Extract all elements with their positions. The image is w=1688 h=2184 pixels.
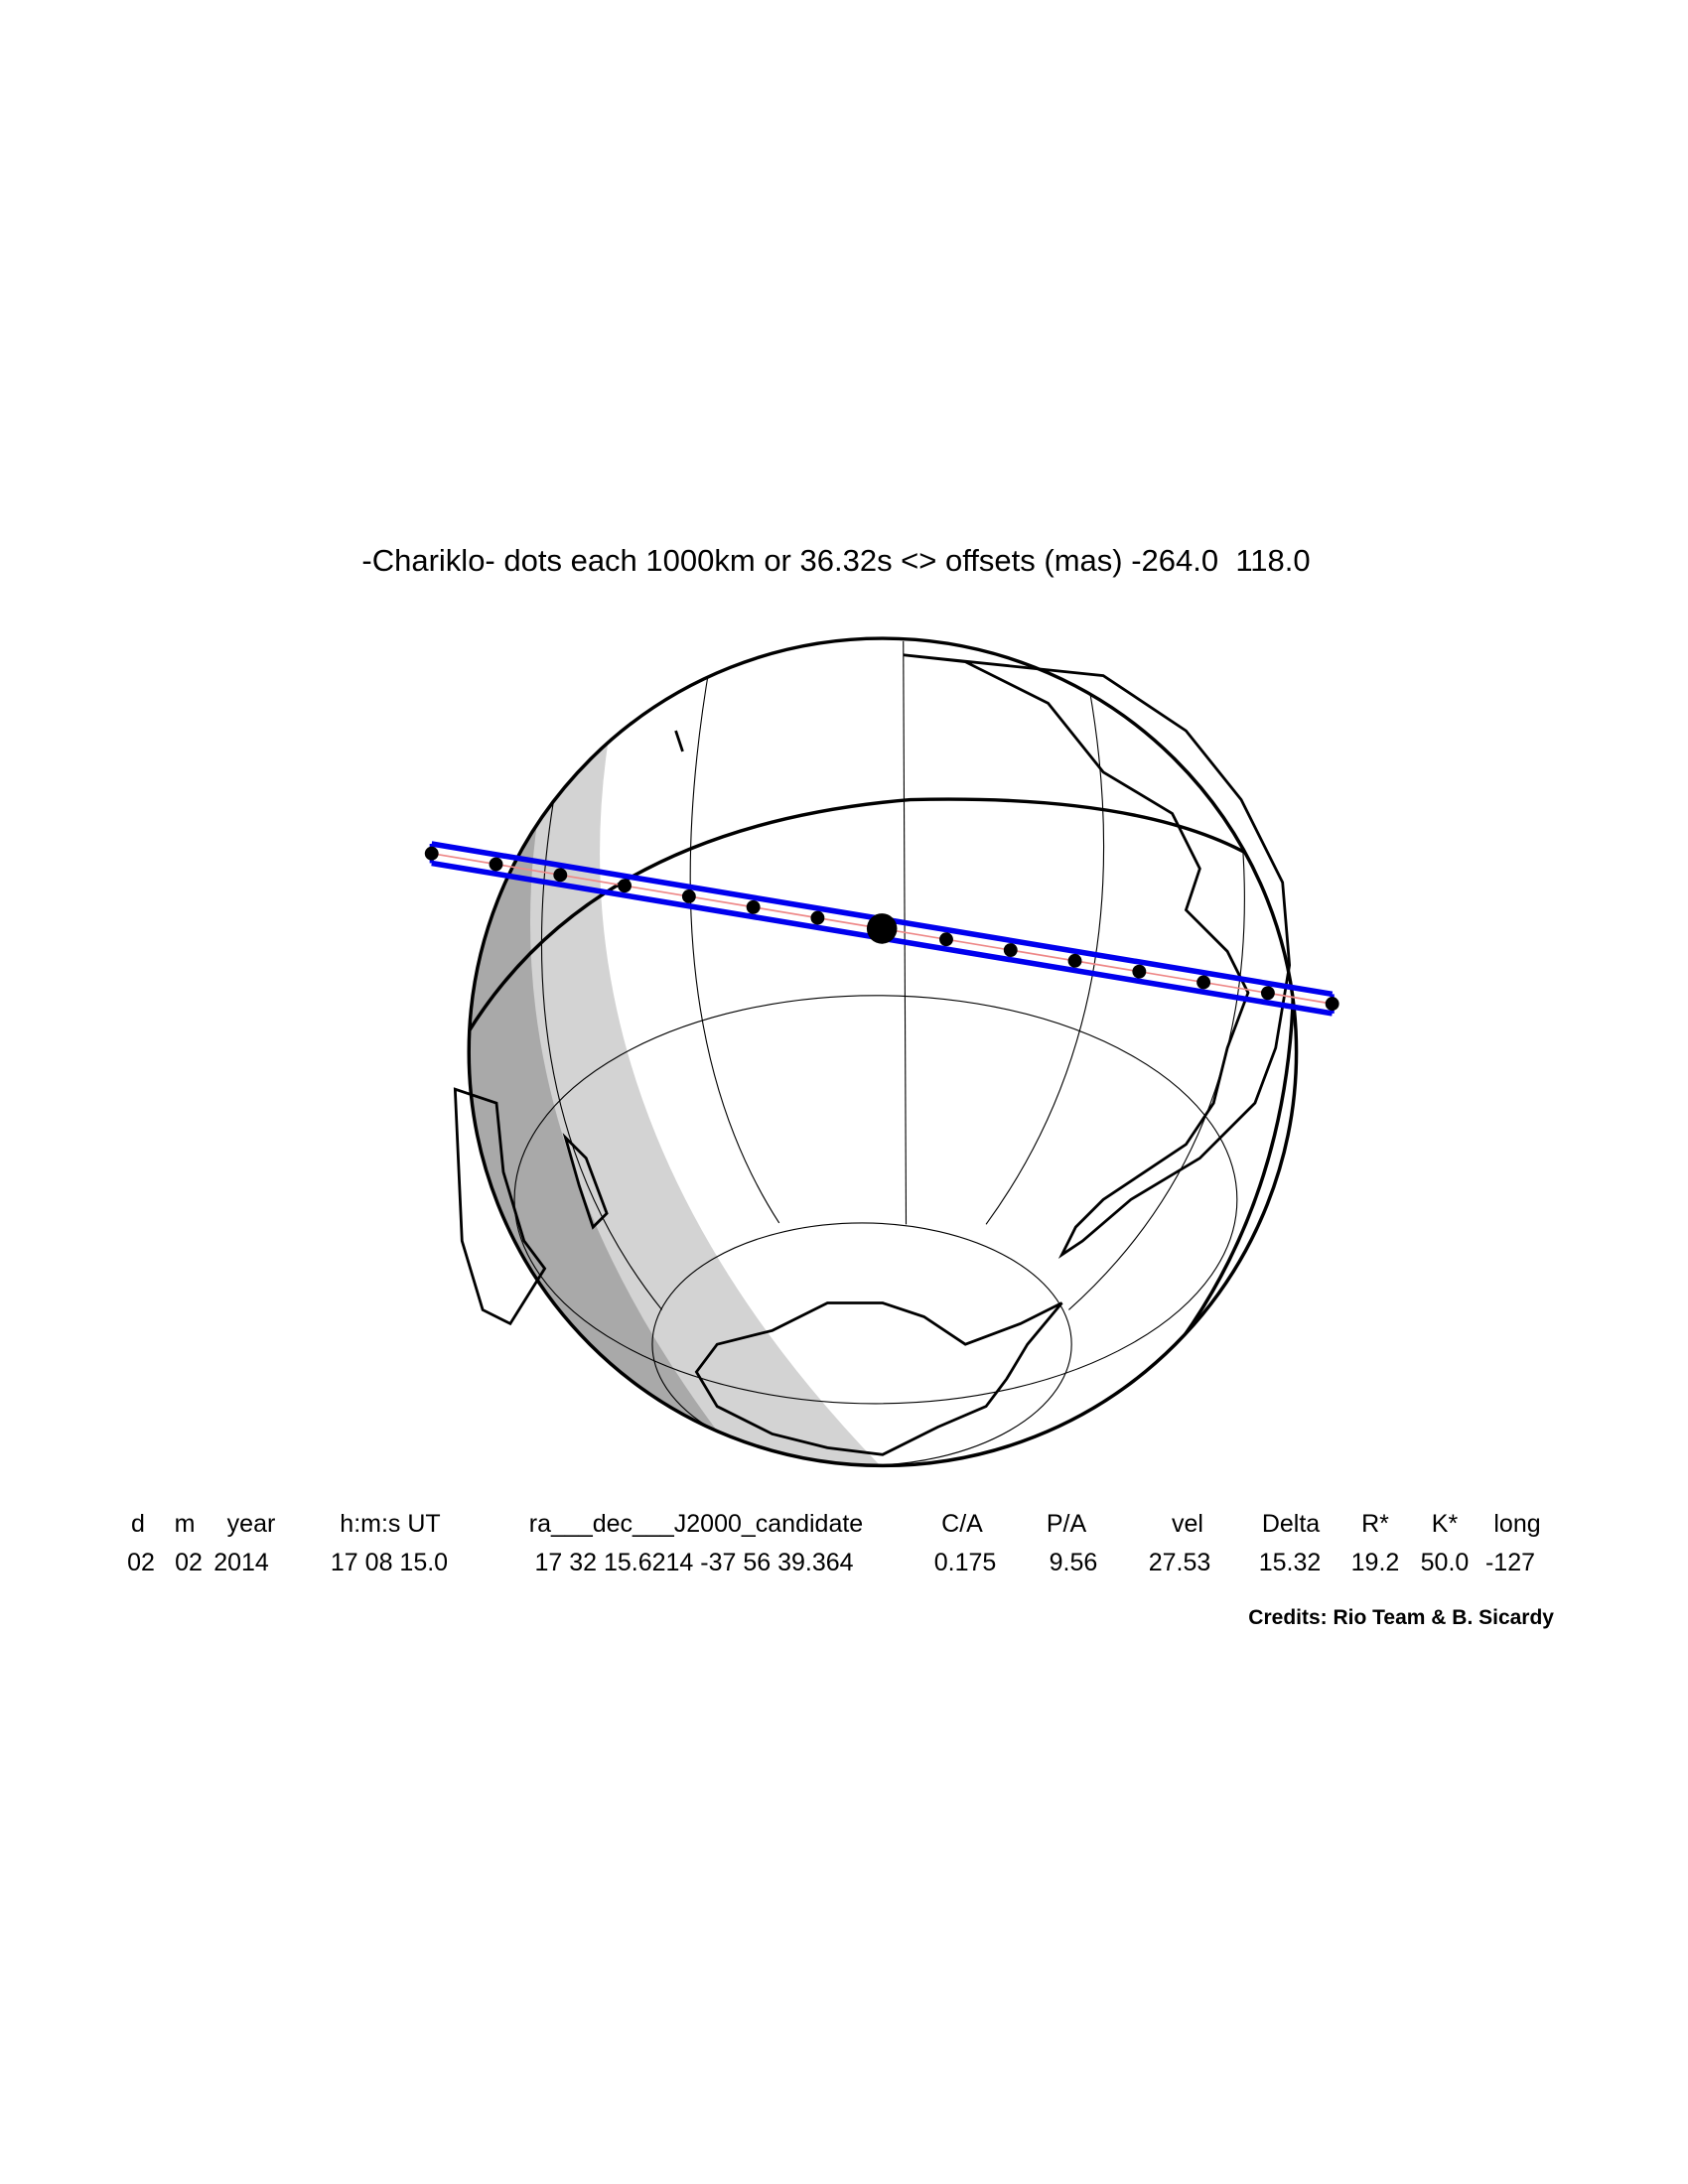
path-dot	[1067, 953, 1082, 968]
path-dot	[810, 910, 825, 925]
column-value: -127	[1485, 1549, 1535, 1576]
title: -Chariklo- dots each 1000km or 36.32s <>…	[361, 543, 1310, 578]
path-dot	[553, 868, 568, 883]
event-table: d m year h:m:s UT ra___dec___J2000_candidate…	[127, 1510, 1541, 1576]
coastlines	[453, 653, 1292, 1456]
column-header: vel	[1172, 1510, 1203, 1538]
path-dot	[489, 857, 503, 872]
column-header: K*	[1432, 1510, 1459, 1538]
column-header: R*	[1361, 1510, 1389, 1538]
globe	[424, 636, 1339, 1468]
column-value: 50.0	[1421, 1549, 1470, 1576]
globe-limb	[467, 636, 1299, 1468]
path-dot	[1003, 943, 1018, 957]
path-dot	[1260, 986, 1275, 1001]
path-dot	[1325, 997, 1339, 1012]
credits: Credits: Rio Team & B. Sicardy	[1248, 1606, 1554, 1629]
path-dot	[746, 899, 761, 914]
column-header: year	[227, 1510, 276, 1538]
column-header: long	[1493, 1510, 1540, 1538]
column-header: C/A	[941, 1510, 983, 1538]
column-header: ra___dec___J2000_candidate	[529, 1510, 863, 1538]
column-value: 9.56	[1050, 1549, 1098, 1576]
column-value: 17 08 15.0	[331, 1549, 448, 1576]
column-header: m	[175, 1510, 196, 1538]
column-value: 02	[175, 1549, 203, 1576]
column-header: d	[131, 1510, 145, 1538]
occultation-path	[424, 841, 1339, 1017]
column-value: 27.53	[1149, 1549, 1211, 1576]
closest-approach-dot	[866, 913, 898, 944]
path-dot	[618, 879, 633, 893]
path-dot	[424, 846, 439, 861]
path-dot	[939, 932, 953, 947]
column-value: 02	[127, 1549, 155, 1576]
column-value: 2014	[213, 1549, 269, 1576]
path-dot	[1132, 964, 1147, 979]
column-value: 19.2	[1351, 1549, 1400, 1576]
column-header: Delta	[1262, 1510, 1320, 1538]
column-header: h:m:s UT	[340, 1510, 440, 1538]
path-dot	[1196, 975, 1211, 990]
column-value: 17 32 15.6214 -37 56 39.364	[534, 1549, 853, 1576]
column-header: P/A	[1047, 1510, 1087, 1538]
column-value: 15.32	[1259, 1549, 1322, 1576]
path-dot	[681, 889, 696, 903]
column-value: 0.175	[934, 1549, 997, 1576]
